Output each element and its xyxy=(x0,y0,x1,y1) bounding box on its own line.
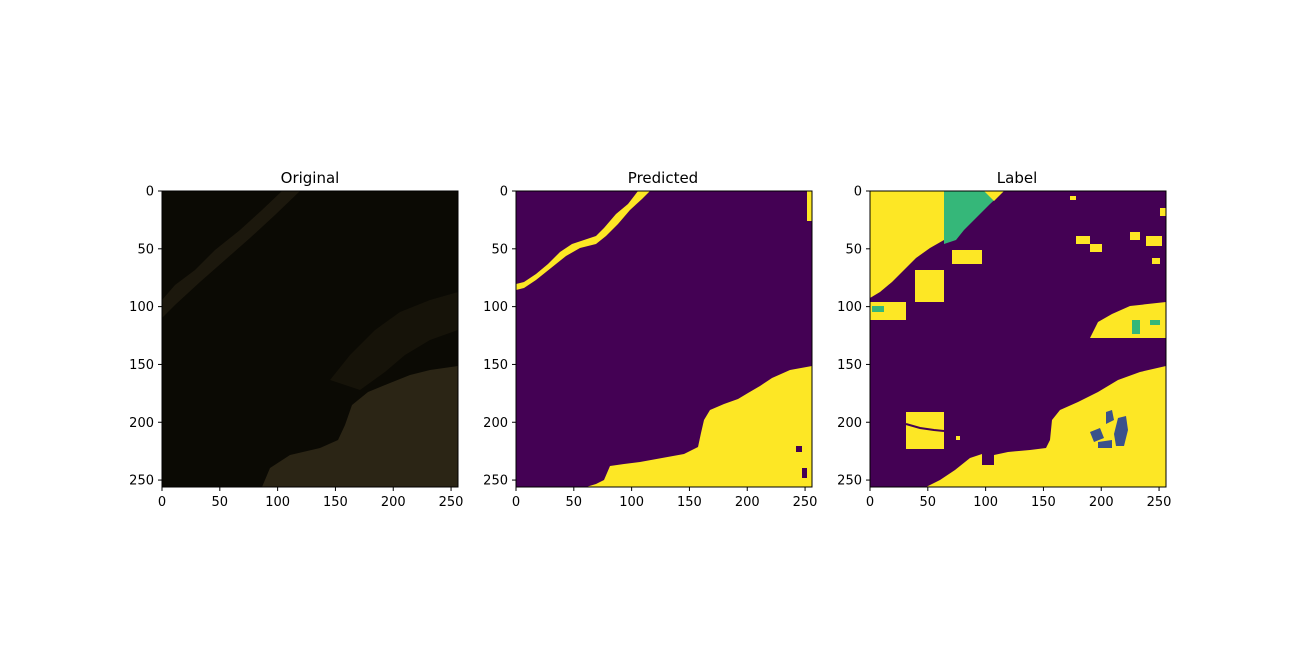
y-tick-label: 250 xyxy=(483,474,508,489)
x-axis-ticks-original: 0 50 100 150 200 250 xyxy=(158,487,464,510)
y-tick-label: 100 xyxy=(129,300,154,315)
x-tick-label: 100 xyxy=(619,495,644,510)
x-axis-ticks-label: 0 50 100 150 200 250 xyxy=(866,487,1172,510)
y-tick-label: 150 xyxy=(483,358,508,373)
x-tick-label: 50 xyxy=(566,495,583,510)
y-tick-label: 200 xyxy=(129,416,154,431)
x-tick-label: 0 xyxy=(158,495,166,510)
panel-title-label: Label xyxy=(997,169,1037,187)
axes-frame-label xyxy=(869,190,1167,488)
panel-predicted: Predicted 0 50 100 150 200 250 0 50 100 150 200 25… xyxy=(483,169,817,510)
y-tick-label: 0 xyxy=(146,185,154,200)
y-tick-label: 50 xyxy=(845,242,862,257)
y-axis-ticks-original: 0 50 100 150 200 250 xyxy=(129,185,162,489)
y-tick-label: 50 xyxy=(491,242,508,257)
x-axis-ticks-predicted: 0 50 100 150 200 250 xyxy=(512,487,818,510)
y-tick-label: 200 xyxy=(483,416,508,431)
panel-original: Original 0 50 100 150 200 250 0 50 100 150 200 250 xyxy=(129,169,463,510)
y-tick-label: 250 xyxy=(129,474,154,489)
predicted-mask xyxy=(516,191,812,487)
y-tick-label: 0 xyxy=(500,185,508,200)
y-axis-ticks-predicted: 0 50 100 150 200 250 xyxy=(483,185,516,489)
original-image xyxy=(162,191,458,487)
x-tick-label: 200 xyxy=(381,495,406,510)
x-tick-label: 250 xyxy=(793,495,818,510)
x-tick-label: 0 xyxy=(866,495,874,510)
x-tick-label: 250 xyxy=(439,495,464,510)
x-tick-label: 150 xyxy=(677,495,702,510)
x-tick-label: 0 xyxy=(512,495,520,510)
x-tick-label: 150 xyxy=(323,495,348,510)
y-tick-label: 200 xyxy=(837,416,862,431)
y-tick-label: 150 xyxy=(129,358,154,373)
y-tick-label: 0 xyxy=(854,185,862,200)
x-tick-label: 100 xyxy=(973,495,998,510)
x-tick-label: 150 xyxy=(1031,495,1056,510)
y-tick-label: 100 xyxy=(483,300,508,315)
x-tick-label: 200 xyxy=(1089,495,1114,510)
y-tick-label: 100 xyxy=(837,300,862,315)
x-tick-label: 200 xyxy=(735,495,760,510)
x-tick-label: 250 xyxy=(1147,495,1172,510)
axes-frame-original xyxy=(161,190,459,488)
x-tick-label: 100 xyxy=(265,495,290,510)
x-tick-label: 50 xyxy=(212,495,229,510)
y-tick-label: 50 xyxy=(137,242,154,257)
y-axis-ticks-label: 0 50 100 150 200 250 xyxy=(837,185,870,489)
y-tick-label: 150 xyxy=(837,358,862,373)
panel-title-original: Original xyxy=(281,169,340,187)
label-mask xyxy=(870,191,1166,487)
panel-title-predicted: Predicted xyxy=(628,169,698,187)
axes-frame-predicted xyxy=(515,190,813,488)
y-tick-label: 250 xyxy=(837,474,862,489)
panel-label: Label xyxy=(837,169,1171,510)
x-tick-label: 50 xyxy=(920,495,937,510)
